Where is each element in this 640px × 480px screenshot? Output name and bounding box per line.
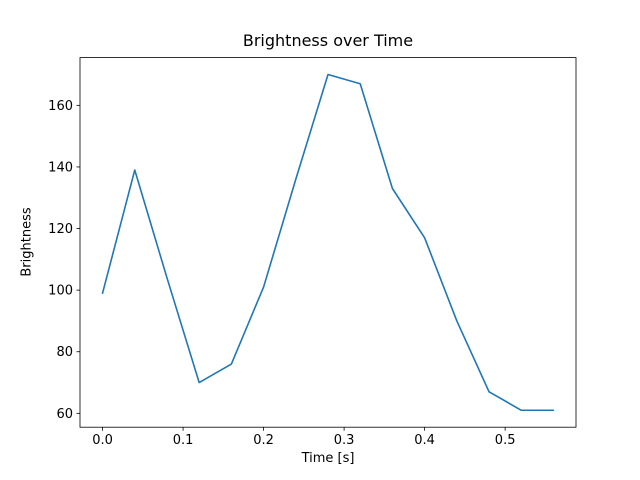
y-tick-label: 120	[48, 222, 73, 237]
y-tick-label: 160	[48, 99, 73, 114]
y-tick-label: 100	[48, 284, 73, 299]
chart-title: Brightness over Time	[242, 31, 414, 50]
x-tick-label: 0.2	[253, 433, 274, 448]
plot-border	[79, 57, 577, 428]
x-tick-label: 0.1	[173, 433, 194, 448]
x-axis-label: Time [s]	[301, 451, 355, 466]
y-axis-label: Brightness	[19, 207, 35, 277]
y-tick-label: 80	[56, 345, 73, 360]
x-tick-label: 0.3	[334, 433, 355, 448]
x-tick-label: 0.4	[414, 433, 435, 448]
y-tick-label: 140	[48, 160, 73, 175]
x-tick-label: 0.5	[495, 433, 516, 448]
x-tick-label: 0.0	[92, 433, 113, 448]
data-line	[101, 73, 555, 412]
y-tick-label: 60	[56, 407, 73, 422]
